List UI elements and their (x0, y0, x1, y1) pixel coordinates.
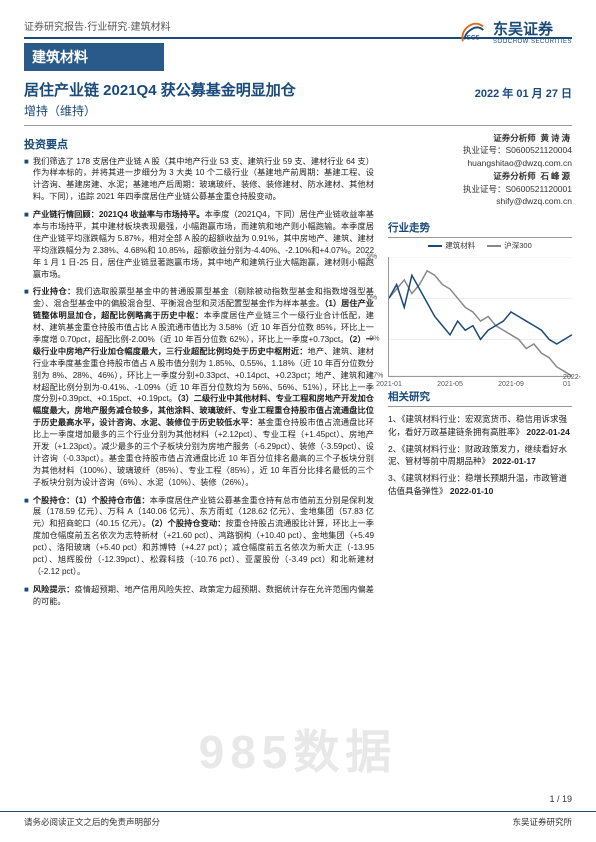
logo-text-cn: 东吴证券 (493, 18, 572, 39)
bullet-text: 产业链行情回顾：2021Q4 收益率与市场持平。本季度（2021Q4，下同）居住… (33, 209, 374, 280)
legend-swatch-2 (487, 245, 501, 247)
related-item: 1、《建筑材料行业：宏观宽货币、稳信用诉求强化，看好万政基建链条拥有高胜率》 2… (388, 413, 572, 439)
logo-mark-icon: SCS (459, 19, 487, 45)
report-title: 居住产业链 2021Q4 获公募基金明显加仓 (24, 79, 296, 100)
legend-label-2: 沪深300 (504, 241, 532, 250)
related-research-list: 1、《建筑材料行业：宏观宽货币、稳信用诉求强化，看好万政基建链条拥有高胜率》 2… (388, 413, 572, 498)
bullet-text: 风险提示：疫情超预期、地产信用风险失控、政策定力超预期、数据统计存在允许范围内偏… (33, 584, 374, 608)
bullet-icon: ■ (24, 286, 29, 488)
footer-source: 东吴证券研究所 (512, 816, 572, 828)
svg-text:SCS: SCS (466, 34, 480, 41)
rating-label: 增持（维持） (24, 102, 296, 119)
related-item: 3、《建筑材料行业：稳增长预期升温，市政管道估值具备弹性》 2022-01-10 (388, 472, 572, 498)
sector-banner: 建筑材料 (24, 43, 164, 71)
analyst-block: 证券分析师 黄诗涛执业证号：S0600521120004huangshitao@… (388, 132, 572, 209)
related-item: 2、《建筑材料行业：财政政策发力，继续看好水泥、管材等前中周期品种》 2022-… (388, 443, 572, 469)
bullet-text: 我们筛选了 178 支居住产业链 A 股（其中地产行业 53 支、建筑行业 59… (33, 156, 374, 204)
legend-label-1: 建筑材料 (445, 241, 475, 250)
bullet-icon: ■ (24, 584, 29, 608)
section-heading-trend: 行业走势 (388, 220, 572, 238)
legend-swatch-1 (428, 245, 442, 247)
chart-legend: 建筑材料 沪深300 (388, 240, 572, 251)
bullet-icon: ■ (24, 495, 29, 578)
section-heading-related: 相关研究 (388, 389, 572, 407)
footer-disclaimer: 请务必阅读正文之后的免责声明部分 (24, 816, 160, 828)
bullet-text: 个股持仓：（1）个股持仓市值：本季度居住产业链公募基金重仓持有总市值前五分别是保… (33, 495, 374, 578)
page-number: 1 / 19 (549, 794, 572, 804)
watermark: 985数据 (199, 716, 398, 782)
logo-text-en: SOOCHOW SECURITIES (493, 39, 572, 45)
bullet-text: 行业持仓：我们选取股票型基金中的普通股票型基金（剔除被动指数型基金和指数增强型基… (33, 286, 374, 488)
brand-logo: SCS 东吴证券 SOOCHOW SECURITIES (459, 18, 572, 45)
bullet-icon: ■ (24, 156, 29, 204)
trend-chart: 9%0%-9%-17%2021-012021-052021-092022-01 (388, 257, 572, 377)
section-heading-keypoints: 投资要点 (24, 136, 374, 152)
report-date: 2022 年 01 月 27 日 (475, 79, 572, 101)
divider (24, 125, 572, 126)
bullet-icon: ■ (24, 209, 29, 280)
